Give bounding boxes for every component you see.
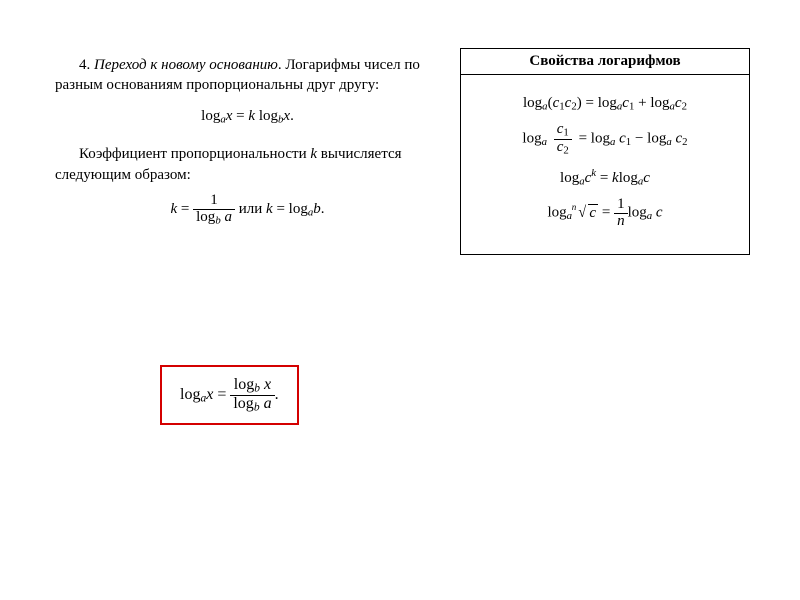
formula2-k2: k <box>266 201 273 217</box>
formula2-end: . <box>321 201 325 217</box>
p1-log3: log <box>650 95 669 111</box>
p3-log: log <box>560 170 579 186</box>
hl-log: log <box>180 386 200 403</box>
p3-c2: c <box>643 170 650 186</box>
p1-plus: + <box>634 95 650 111</box>
p4-root-deg: n <box>572 202 577 212</box>
p2-a: a <box>542 136 547 148</box>
p2-c1: c <box>619 131 626 147</box>
p3-kk: k <box>612 170 619 186</box>
formula2-num: 1 <box>193 193 235 210</box>
p2-frac: c1c2 <box>554 122 572 156</box>
formula-2: k = 1logb a или k = logab. <box>55 193 440 226</box>
hl-den: logb a <box>230 396 274 414</box>
p2-den-s: 2 <box>563 144 568 156</box>
formula2-or: или <box>235 201 266 217</box>
formula1-log2: log <box>255 108 278 124</box>
p4-frac: 1n <box>614 197 628 230</box>
paragraph-1: 4. Переход к новому основанию. Логарифмы… <box>55 55 440 96</box>
formula2-frac: 1logb a <box>193 193 235 226</box>
formula2-log: log <box>289 201 308 217</box>
p2-den: c2 <box>554 140 572 157</box>
page: 4. Переход к новому основанию. Логарифмы… <box>0 0 800 600</box>
p4-a: a <box>567 210 572 222</box>
hl-num: logb x <box>230 377 274 396</box>
formula1-log1: log <box>201 108 220 124</box>
properties-box: Свойства логарифмов loga(c1c2) = logac1 … <box>460 48 750 255</box>
formula1-end: . <box>290 108 294 124</box>
para2-text: Коэффициент пропорциональности <box>79 146 310 162</box>
p2-num: c1 <box>554 122 572 140</box>
p2-s2: 2 <box>682 136 687 148</box>
hl-num-log: log <box>234 376 254 393</box>
p1-s2b: 2 <box>682 100 687 112</box>
paragraph-2: Коэффициент пропорциональности k вычисля… <box>55 144 440 185</box>
p1-c2b: c <box>675 95 682 111</box>
hl-eq: = <box>213 386 230 403</box>
formula2-b: b <box>313 201 321 217</box>
formula2-den-log: log <box>196 209 215 225</box>
p1-eq: = <box>582 95 598 111</box>
property-4: loga n√c = 1nloga c <box>469 197 741 230</box>
p4-log: log <box>547 205 566 221</box>
p4-root: n√c <box>576 204 598 222</box>
formula2-eq: = <box>177 201 193 217</box>
hl-den-a: a <box>260 395 272 412</box>
formula2-eq2: = <box>273 201 289 217</box>
section-title: Переход к новому основанию <box>94 57 278 73</box>
p4-eq: = <box>598 205 614 221</box>
p4-num: 1 <box>614 197 628 214</box>
p1-c1b: c <box>622 95 629 111</box>
p1-log: log <box>523 95 542 111</box>
hl-den-log: log <box>233 395 253 412</box>
property-3: logack = klogac <box>469 167 741 187</box>
formula-1: logax = k logbx. <box>55 106 440 127</box>
property-1: loga(c1c2) = logac1 + logac2 <box>469 95 741 112</box>
highlight-formula-box: logax = logb xlogb a. <box>160 365 299 425</box>
p3-log2: log <box>619 170 638 186</box>
hl-end: . <box>275 386 279 403</box>
p2-log3: log <box>647 131 666 147</box>
p2-log: log <box>522 131 541 147</box>
p4-surd: √ <box>578 204 586 222</box>
p3-eq: = <box>596 170 612 186</box>
hl-num-x: x <box>260 376 271 393</box>
p2-num-s: 1 <box>563 127 568 139</box>
p4-root-c: c <box>588 204 598 222</box>
hl-frac: logb xlogb a <box>230 377 274 413</box>
formula1-eq: = <box>232 108 248 124</box>
p2-log2: log <box>591 131 610 147</box>
section-number: 4. <box>79 57 90 73</box>
p2-a3: a <box>666 136 671 148</box>
p4-den: n <box>614 214 628 230</box>
p4-c2: c <box>656 205 663 221</box>
p2-minus: − <box>631 131 647 147</box>
formula2-den: logb a <box>193 210 235 227</box>
main-text-column: 4. Переход к новому основанию. Логарифмы… <box>55 55 440 236</box>
p1-log2: log <box>598 95 617 111</box>
p2-eq: = <box>575 131 591 147</box>
property-2: loga c1c2 = loga c1 − loga c2 <box>469 122 741 156</box>
properties-title: Свойства логарифмов <box>461 49 749 75</box>
formula2-den-a: a <box>221 209 232 225</box>
p4-log2: log <box>628 205 647 221</box>
properties-body: loga(c1c2) = logac1 + logac2 loga c1c2 =… <box>461 75 749 254</box>
